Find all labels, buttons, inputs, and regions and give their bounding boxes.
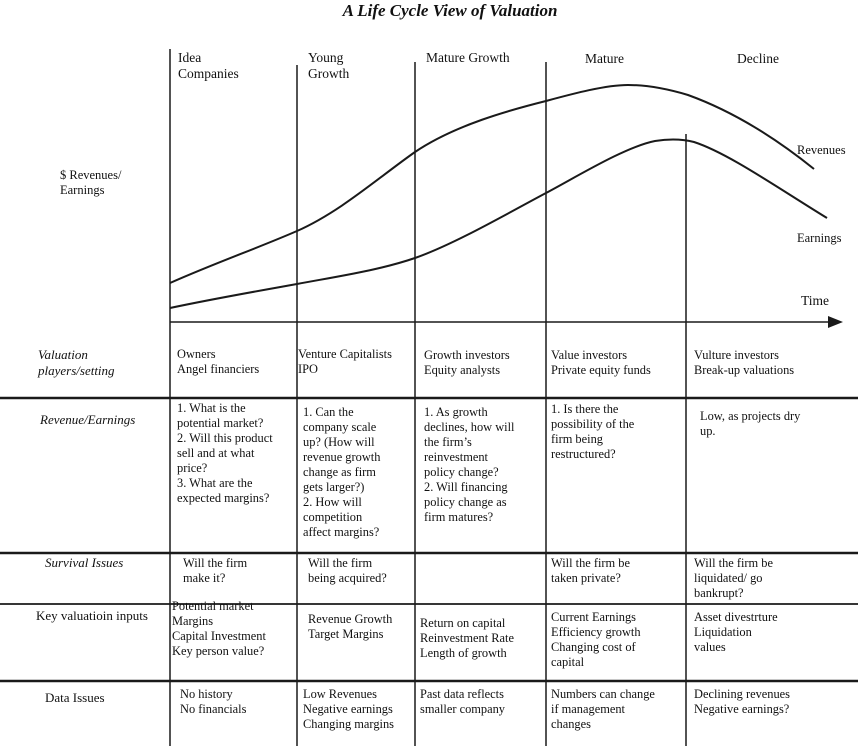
row-label-valuation-players: Valuation players/setting — [38, 347, 115, 378]
cell-inputs-young-growth: Revenue Growth Target Margins — [308, 612, 393, 641]
cell-inputs-mature: Current Earnings Efficiency growth Chang… — [551, 610, 641, 669]
row-label-data-issues: Data Issues — [45, 690, 105, 705]
cell-data-mature: Numbers can change if management changes — [551, 687, 655, 731]
cell-data-idea: No history No financials — [180, 687, 247, 716]
cell-players-mature: Value investors Private equity funds — [551, 348, 651, 377]
earnings-curve-label: Earnings — [797, 231, 842, 245]
cell-survival-mature: Will the firm be taken private? — [551, 556, 630, 585]
cell-revenue-mature: 1. Is there the possibility of the firm … — [551, 402, 635, 461]
stage-header-young-growth: Young Growth — [308, 50, 350, 82]
time-axis-label: Time — [801, 293, 830, 308]
stage-header-decline: Decline — [737, 51, 779, 66]
cell-players-young-growth: Venture Capitalists IPO — [298, 347, 392, 376]
cell-players-decline: Vulture investors Break-up valuations — [694, 348, 795, 377]
stage-header-mature-growth: Mature Growth — [426, 50, 510, 65]
figure-title: A Life Cycle View of Valuation — [342, 1, 558, 20]
cell-revenue-decline: Low, as projects dry up. — [700, 409, 801, 438]
cell-inputs-mature-growth: Return on capital Reinvestment Rate Leng… — [420, 616, 514, 660]
cell-players-mature-growth: Growth investors Equity analysts — [424, 348, 510, 377]
cell-data-young-growth: Low Revenues Negative earnings Changing … — [303, 687, 394, 731]
cell-survival-decline: Will the firm be liquidated/ go bankrupt… — [694, 556, 773, 600]
cell-revenue-mature-growth: 1. As growth declines, how will the firm… — [424, 405, 515, 524]
cell-data-mature-growth: Past data reflects smaller company — [420, 687, 505, 716]
revenues-curve-label: Revenues — [797, 143, 846, 157]
cell-players-idea: Owners Angel financiers — [177, 347, 260, 376]
cell-revenue-idea: 1. What is the potential market? 2. Will… — [177, 401, 273, 505]
row-label-revenue-earnings: Revenue/Earnings — [40, 412, 136, 427]
revenues-curve — [169, 83, 815, 284]
time-axis-arrowhead — [828, 316, 843, 328]
cell-inputs-decline: Asset divestrture Liquidation values — [694, 610, 778, 654]
stage-header-mature: Mature — [585, 51, 624, 66]
row-label-key-valuation-inputs: Key valuatioin inputs — [36, 608, 148, 623]
cell-data-decline: Declining revenues Negative earnings? — [694, 687, 790, 716]
cell-revenue-young-growth: 1. Can the company scale up? (How will r… — [303, 405, 381, 539]
cell-survival-young-growth: Will the firm being acquired? — [308, 556, 387, 585]
cell-inputs-idea: Potential market Margins Capital Investm… — [172, 599, 266, 658]
cell-survival-idea: Will the firm make it? — [183, 556, 248, 585]
earnings-curve — [169, 138, 828, 309]
stage-header-idea-companies: Idea Companies — [178, 50, 239, 82]
y-axis-label: $ Revenues/ Earnings — [60, 168, 122, 198]
row-label-survival-issues: Survival Issues — [45, 555, 124, 570]
